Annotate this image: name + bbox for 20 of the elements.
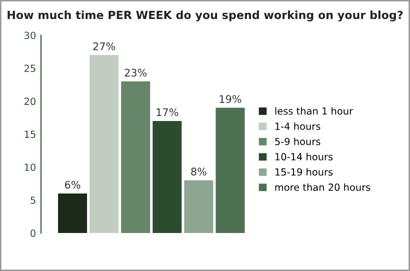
legend-label: less than 1 hour xyxy=(275,107,354,115)
y-tick-label: 25 xyxy=(24,64,36,72)
legend-label: more than 20 hours xyxy=(275,183,370,191)
y-tick-label: 10 xyxy=(24,164,36,171)
y-tick-label: 30 xyxy=(24,32,36,40)
data-label: 19% xyxy=(220,95,242,103)
legend-label: 10-14 hours xyxy=(275,152,333,160)
chart-title: How much time PER WEEK do you spend working on your blog? xyxy=(8,10,403,22)
data-label: 27% xyxy=(93,42,116,50)
legend-label: 1-4 hours xyxy=(275,122,320,130)
data-label: 23% xyxy=(124,68,147,77)
data-label: 17% xyxy=(156,108,178,116)
data-label: 8% xyxy=(191,168,206,176)
y-tick-label: 5 xyxy=(30,196,36,204)
y-tick-label: 20 xyxy=(24,98,36,106)
y-tick-label: 0 xyxy=(30,230,36,237)
legend-label: 15-19 hours xyxy=(275,168,333,176)
data-label: 6% xyxy=(65,180,80,189)
legend-label: 5-9 hours xyxy=(275,138,320,146)
y-tick-label: 15 xyxy=(24,130,36,138)
